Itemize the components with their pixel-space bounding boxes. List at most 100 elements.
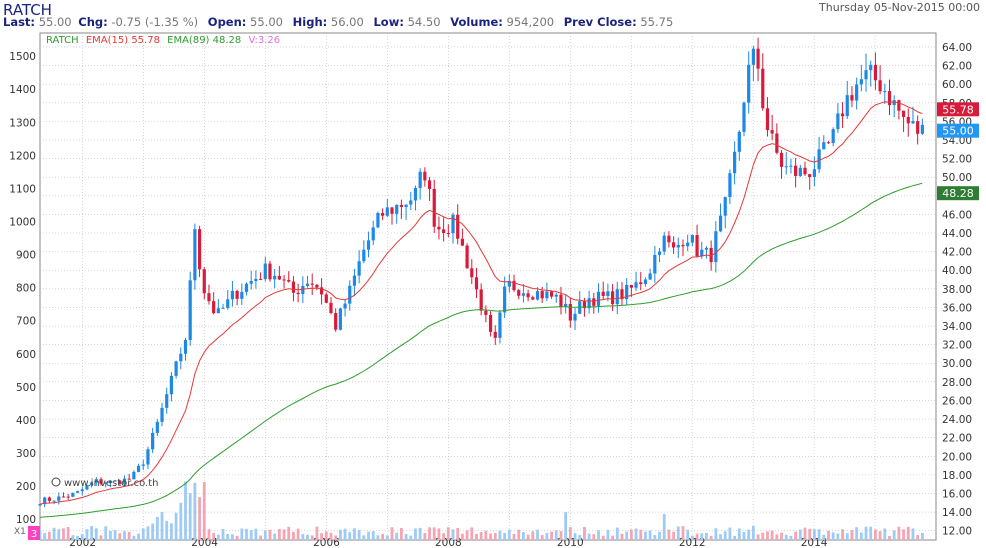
candle-body xyxy=(901,110,906,117)
ema89-badge-text: 48.28 xyxy=(942,187,974,200)
candle-body xyxy=(212,301,216,314)
y-left-tick-label: 200 xyxy=(16,481,36,493)
plot-frame xyxy=(39,32,937,541)
volume-bar xyxy=(662,514,666,540)
volume-bar xyxy=(517,529,521,540)
candle-body xyxy=(690,235,694,243)
candle-body xyxy=(235,290,239,299)
y-right-tick-label: 54.00 xyxy=(942,135,972,147)
candle-body xyxy=(43,497,47,505)
volume-bar xyxy=(503,532,507,540)
x-tick-label: 2006 xyxy=(313,537,340,548)
candle-body xyxy=(657,251,662,255)
volume-bar xyxy=(489,533,492,540)
legend-ema89: EMA(89) 48.28 xyxy=(167,35,241,46)
candle-body xyxy=(409,200,413,205)
last-price-badge-text: 55.00 xyxy=(942,125,974,138)
volume-bar xyxy=(334,535,338,540)
candle-body xyxy=(174,361,178,376)
candle-body xyxy=(146,449,150,465)
candle-body xyxy=(385,207,389,216)
volume-bar xyxy=(174,512,178,540)
y-right-tick-label: 30.00 xyxy=(942,358,972,370)
candle-body xyxy=(700,249,704,257)
volume-bar xyxy=(827,530,830,540)
candle-body xyxy=(432,188,436,227)
candle-body xyxy=(916,121,920,134)
candle-body xyxy=(376,213,380,228)
high-label: High: xyxy=(293,15,328,29)
volume-bar xyxy=(897,526,901,540)
prev-close-value: 55.75 xyxy=(640,15,673,29)
candle-body xyxy=(423,171,427,181)
chg-value: -0.75 (-1.35 %) xyxy=(111,15,198,29)
volume-bar xyxy=(99,535,103,540)
volume-bar xyxy=(737,528,741,540)
candle-body xyxy=(512,280,516,291)
candle-body xyxy=(662,235,666,252)
candle-body xyxy=(437,226,441,230)
candle-body xyxy=(338,308,342,330)
y-right-tick-label: 40.00 xyxy=(942,265,972,277)
candle-body xyxy=(399,204,403,207)
volume-bar xyxy=(404,533,408,540)
candle-body xyxy=(221,307,225,309)
volume-bar xyxy=(874,529,877,540)
y-right-tick-label: 12.00 xyxy=(942,526,972,538)
legend-symbol: RATCH xyxy=(46,35,79,46)
candle-body xyxy=(629,284,633,288)
volume-bar xyxy=(395,532,399,540)
volume-bar xyxy=(742,531,746,540)
candle-body xyxy=(329,302,333,314)
volume-bar xyxy=(620,533,624,540)
y-left-tick-label: 700 xyxy=(16,316,36,328)
candle-body xyxy=(498,312,502,338)
candle-body xyxy=(216,308,220,314)
y-right-tick-label: 14.00 xyxy=(942,507,972,519)
volume-bar xyxy=(766,531,769,540)
candle-body xyxy=(366,240,371,250)
volume-bar xyxy=(498,530,502,540)
y-right-tick-label: 24.00 xyxy=(942,414,972,426)
volume-bar xyxy=(409,535,413,540)
candle-body xyxy=(573,313,577,321)
volume-bar xyxy=(606,529,610,540)
candle-body xyxy=(479,289,483,311)
volume-bar xyxy=(104,526,108,540)
candle-body xyxy=(676,244,680,248)
header-quote: Last: 55.00 Chg: -0.75 (-1.35 %) Open: 5… xyxy=(3,15,673,29)
y-left-tick-label: 1200 xyxy=(9,150,36,162)
y-right-tick-label: 28.00 xyxy=(942,377,972,389)
candle-body xyxy=(808,174,812,177)
candle-body xyxy=(71,492,75,497)
volume-bar xyxy=(198,497,201,540)
candle-body xyxy=(75,491,80,493)
volume-bar xyxy=(57,529,61,540)
candle-body xyxy=(845,95,849,117)
chg-label: Chg: xyxy=(78,15,107,29)
candle-body xyxy=(268,263,272,280)
volume-bar xyxy=(892,530,896,540)
volume-bar xyxy=(573,533,577,540)
volume-bar xyxy=(47,531,51,540)
volume-bar xyxy=(202,482,206,540)
candle-body xyxy=(85,485,89,490)
volume-bar xyxy=(76,535,79,540)
x-tick-label: 2012 xyxy=(679,537,706,548)
y-left-tick-label: 400 xyxy=(16,415,36,427)
volume-bar xyxy=(338,529,342,540)
candle-body xyxy=(779,152,784,167)
candle-body xyxy=(822,142,826,150)
candle-body xyxy=(784,166,788,168)
volume-pane-badge[interactable] xyxy=(28,526,40,540)
candle-body xyxy=(840,113,845,117)
candle-body xyxy=(348,285,352,304)
candle-body xyxy=(258,278,263,280)
candle-body xyxy=(127,478,131,480)
ema15-badge-text: 55.78 xyxy=(942,103,974,116)
volume-bar xyxy=(625,531,629,540)
candle-body xyxy=(733,151,737,174)
volume-bar xyxy=(207,529,211,540)
volume-bar xyxy=(803,527,807,540)
volume-bar xyxy=(611,535,614,540)
